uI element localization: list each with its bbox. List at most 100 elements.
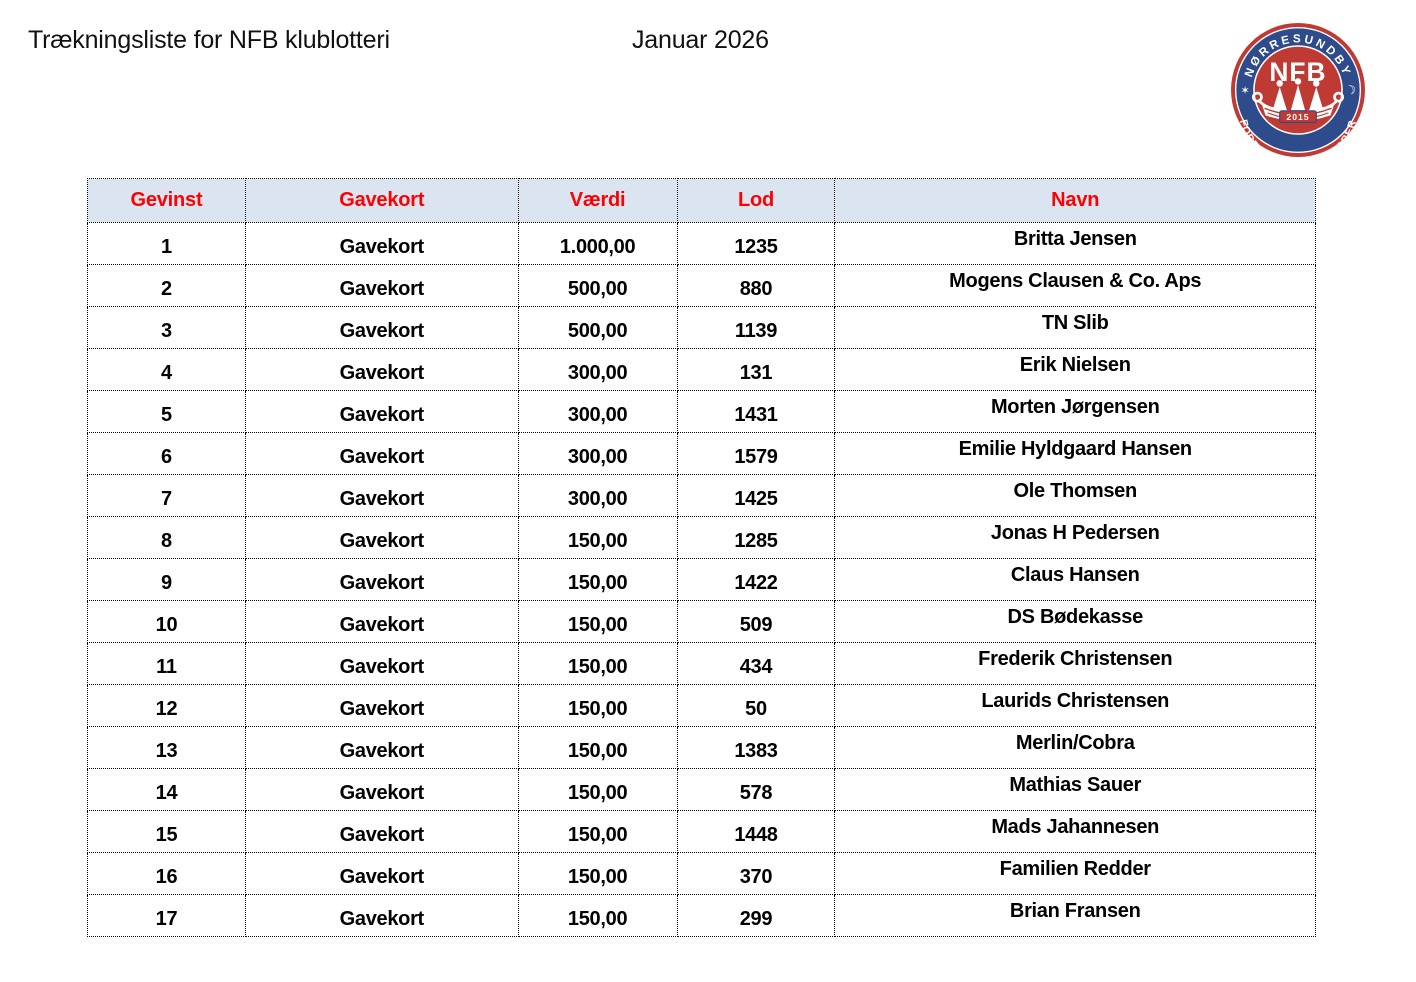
table-row: 7 Gavekort 300,00 1425 Ole Thomsen bbox=[87, 474, 1316, 517]
column-header-lod: Lod bbox=[676, 178, 836, 223]
table-row: 1 Gavekort 1.000,00 1235 Britta Jensen bbox=[87, 222, 1316, 265]
vaerdi-cell: 300,00 bbox=[517, 390, 678, 433]
navn-cell: Mogens Clausen & Co. Aps bbox=[834, 264, 1316, 307]
gevinst-cell: 12 bbox=[87, 684, 246, 727]
navn-cell: Claus Hansen bbox=[834, 558, 1316, 601]
table-row: 16 Gavekort 150,00 370 Familien Redder bbox=[87, 852, 1316, 895]
gavekort-cell: Gavekort bbox=[244, 600, 519, 643]
table-row: 15 Gavekort 150,00 1448 Mads Jahannesen bbox=[87, 810, 1316, 853]
table-header-row: Gevinst Gavekort Værdi Lod Navn bbox=[87, 178, 1316, 223]
vaerdi-cell: 150,00 bbox=[517, 516, 678, 559]
gevinst-cell: 6 bbox=[87, 432, 246, 475]
gavekort-cell: Gavekort bbox=[244, 684, 519, 727]
vaerdi-cell: 150,00 bbox=[517, 726, 678, 769]
gevinst-cell: 16 bbox=[87, 852, 246, 895]
lod-cell: 299 bbox=[676, 894, 836, 937]
gavekort-cell: Gavekort bbox=[244, 390, 519, 433]
table-row: 4 Gavekort 300,00 131 Erik Nielsen bbox=[87, 348, 1316, 391]
lod-cell: 1425 bbox=[676, 474, 836, 517]
logo-year: 2015 bbox=[1286, 112, 1309, 122]
gevinst-cell: 1 bbox=[87, 222, 246, 265]
vaerdi-cell: 150,00 bbox=[517, 642, 678, 685]
vaerdi-cell: 300,00 bbox=[517, 348, 678, 391]
vaerdi-cell: 150,00 bbox=[517, 894, 678, 937]
table-row: 2 Gavekort 500,00 880 Mogens Clausen & Co. A… bbox=[87, 264, 1316, 307]
gevinst-cell: 10 bbox=[87, 600, 246, 643]
club-logo: NØRRESUNDBY FORENEDE BOLDKLUBBER ✶ ☽ NFB bbox=[1230, 22, 1366, 173]
crescent-moon-icon: ☽ bbox=[1344, 82, 1358, 98]
gavekort-cell: Gavekort bbox=[244, 516, 519, 559]
column-header-vaerdi: Værdi bbox=[517, 178, 678, 223]
vaerdi-cell: 300,00 bbox=[517, 474, 678, 517]
lod-cell: 578 bbox=[676, 768, 836, 811]
table-row: 17 Gavekort 150,00 299 Brian Fransen bbox=[87, 894, 1316, 937]
viking-ship-icon: 2015 bbox=[1252, 78, 1344, 124]
navn-cell: TN Slib bbox=[834, 306, 1316, 349]
gevinst-cell: 9 bbox=[87, 558, 246, 601]
column-header-gavekort: Gavekort bbox=[244, 178, 519, 223]
vaerdi-cell: 150,00 bbox=[517, 684, 678, 727]
lod-cell: 1383 bbox=[676, 726, 836, 769]
table-row: 6 Gavekort 300,00 1579 Emilie Hyldgaard Hans… bbox=[87, 432, 1316, 475]
table-row: 10 Gavekort 150,00 509 DS Bødekasse bbox=[87, 600, 1316, 643]
gevinst-cell: 7 bbox=[87, 474, 246, 517]
vaerdi-cell: 1.000,00 bbox=[517, 222, 678, 265]
lod-cell: 1139 bbox=[676, 306, 836, 349]
gevinst-cell: 14 bbox=[87, 768, 246, 811]
lod-cell: 1431 bbox=[676, 390, 836, 433]
gavekort-cell: Gavekort bbox=[244, 894, 519, 937]
gavekort-cell: Gavekort bbox=[244, 558, 519, 601]
navn-cell: Britta Jensen bbox=[834, 222, 1316, 265]
vaerdi-cell: 150,00 bbox=[517, 600, 678, 643]
gavekort-cell: Gavekort bbox=[244, 642, 519, 685]
navn-cell: Frederik Christensen bbox=[834, 642, 1316, 685]
table-row: 8 Gavekort 150,00 1285 Jonas H Pedersen bbox=[87, 516, 1316, 559]
star-icon: ✶ bbox=[1241, 85, 1250, 97]
vaerdi-cell: 500,00 bbox=[517, 306, 678, 349]
lod-cell: 370 bbox=[676, 852, 836, 895]
column-header-gevinst: Gevinst bbox=[87, 178, 246, 223]
logo-blue-ring bbox=[1236, 28, 1360, 152]
lod-cell: 1285 bbox=[676, 516, 836, 559]
gavekort-cell: Gavekort bbox=[244, 432, 519, 475]
table-header: Gevinst Gavekort Værdi Lod Navn bbox=[87, 178, 1316, 223]
gavekort-cell: Gavekort bbox=[244, 768, 519, 811]
column-header-navn: Navn bbox=[834, 178, 1316, 223]
gavekort-cell: Gavekort bbox=[244, 348, 519, 391]
navn-cell: Merlin/Cobra bbox=[834, 726, 1316, 769]
navn-cell: Mads Jahannesen bbox=[834, 810, 1316, 853]
page-title: Trækningsliste for NFB klublotteri bbox=[28, 26, 390, 54]
gevinst-cell: 17 bbox=[87, 894, 246, 937]
table-row: 3 Gavekort 500,00 1139 TN Slib bbox=[87, 306, 1316, 349]
gavekort-cell: Gavekort bbox=[244, 222, 519, 265]
lod-cell: 1579 bbox=[676, 432, 836, 475]
vaerdi-cell: 150,00 bbox=[517, 852, 678, 895]
gevinst-cell: 15 bbox=[87, 810, 246, 853]
prize-table: Gevinst Gavekort Værdi Lod Navn 1 Gavekor… bbox=[87, 178, 1316, 937]
navn-cell: Morten Jørgensen bbox=[834, 390, 1316, 433]
gavekort-cell: Gavekort bbox=[244, 306, 519, 349]
gavekort-cell: Gavekort bbox=[244, 810, 519, 853]
gavekort-cell: Gavekort bbox=[244, 264, 519, 307]
vaerdi-cell: 150,00 bbox=[517, 558, 678, 601]
gevinst-cell: 5 bbox=[87, 390, 246, 433]
navn-cell: Brian Fransen bbox=[834, 894, 1316, 937]
gevinst-cell: 11 bbox=[87, 642, 246, 685]
navn-cell: DS Bødekasse bbox=[834, 600, 1316, 643]
lod-cell: 50 bbox=[676, 684, 836, 727]
table-row: 14 Gavekort 150,00 578 Mathias Sauer bbox=[87, 768, 1316, 811]
gevinst-cell: 2 bbox=[87, 264, 246, 307]
table-row: 5 Gavekort 300,00 1431 Morten Jørgensen bbox=[87, 390, 1316, 433]
lod-cell: 880 bbox=[676, 264, 836, 307]
vaerdi-cell: 300,00 bbox=[517, 432, 678, 475]
gevinst-cell: 3 bbox=[87, 306, 246, 349]
lod-cell: 1422 bbox=[676, 558, 836, 601]
table-row: 13 Gavekort 150,00 1383 Merlin/Cobra bbox=[87, 726, 1316, 769]
gevinst-cell: 13 bbox=[87, 726, 246, 769]
lod-cell: 1235 bbox=[676, 222, 836, 265]
gavekort-cell: Gavekort bbox=[244, 474, 519, 517]
navn-cell: Jonas H Pedersen bbox=[834, 516, 1316, 559]
vaerdi-cell: 150,00 bbox=[517, 768, 678, 811]
vaerdi-cell: 150,00 bbox=[517, 810, 678, 853]
